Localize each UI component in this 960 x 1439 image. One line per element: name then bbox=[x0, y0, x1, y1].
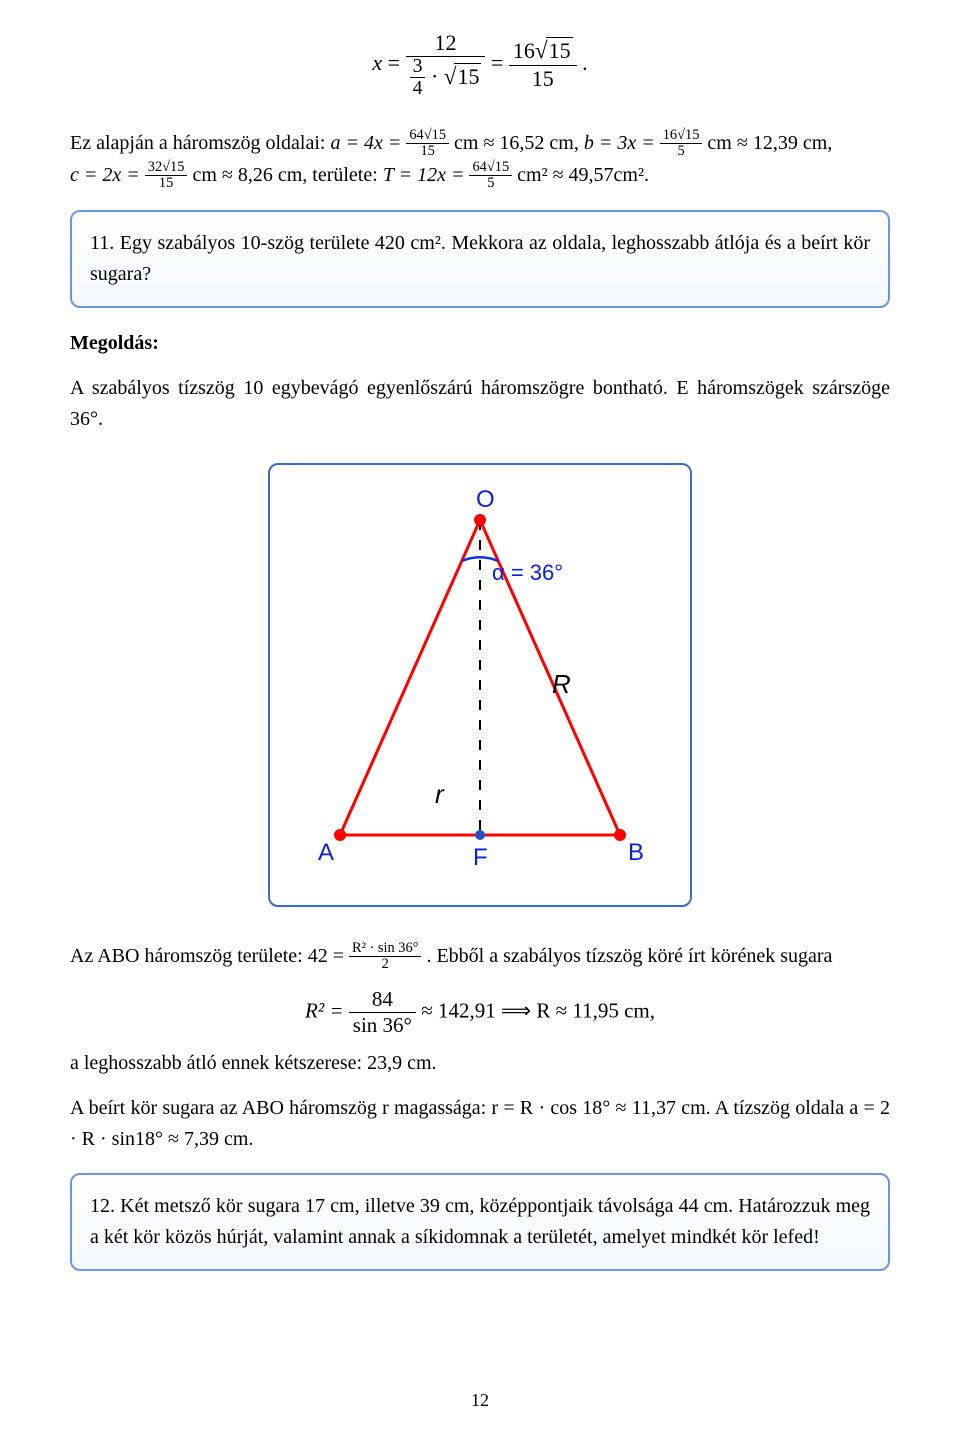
diagram-r: r bbox=[435, 779, 445, 809]
triangle-diagram: O A B F α = 36° R r bbox=[268, 463, 692, 907]
diagram-R: R bbox=[552, 669, 571, 699]
solution-label: Megoldás: bbox=[70, 328, 890, 359]
solution-paragraph-1: A szabályos tízszög 10 egybevágó egyenlő… bbox=[70, 373, 890, 435]
problem-text-11: Egy szabályos 10-szög területe 420 cm². … bbox=[90, 232, 870, 285]
problem-box-11: 11. Egy szabályos 10-szög területe 420 c… bbox=[70, 210, 890, 308]
solution-paragraph-3: a leghosszabb átló ennek kétszerese: 23,… bbox=[70, 1048, 890, 1079]
diagram-A: A bbox=[318, 839, 334, 866]
solution-paragraph-4: A beírt kör sugara az ABO háromszög r ma… bbox=[70, 1093, 890, 1155]
problem-text-12: Két metsző kör sugara 17 cm, illetve 39 … bbox=[90, 1195, 870, 1248]
problem-number-12: 12. bbox=[90, 1195, 115, 1217]
diagram-alpha: α = 36° bbox=[492, 560, 563, 585]
top-equation: x = 12 3 4 · √15 = 16√15 15 . bbox=[70, 30, 890, 100]
diagram-B: B bbox=[628, 839, 644, 866]
diagram-O: O bbox=[476, 486, 495, 513]
equation-R2: R² = 84 sin 36° ≈ 142,91 ⟹ R ≈ 11,95 cm, bbox=[70, 987, 890, 1038]
page-number: 12 bbox=[0, 1390, 960, 1411]
var-x: x bbox=[372, 50, 382, 75]
diagram-F: F bbox=[473, 844, 488, 871]
problem-number-11: 11. bbox=[90, 232, 114, 254]
solution-paragraph-2: Az ABO háromszög területe: 42 = R² · sin… bbox=[70, 941, 890, 973]
problem-box-12: 12. Két metsző kör sugara 17 cm, illetve… bbox=[70, 1173, 890, 1271]
solution-summary-1: Ez alapján a háromszög oldalai: a = 4x =… bbox=[70, 128, 890, 192]
